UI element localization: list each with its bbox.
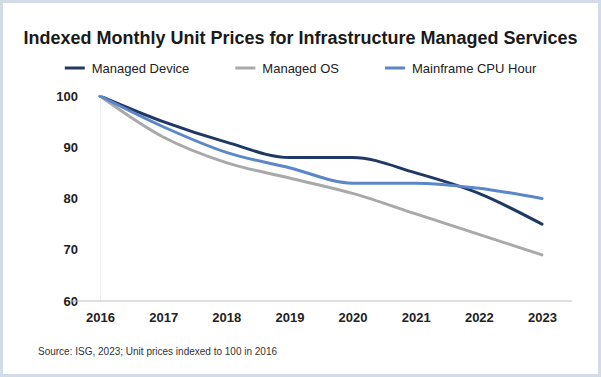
legend-item: Mainframe CPU Hour xyxy=(385,61,537,76)
x-tick-label: 2022 xyxy=(465,310,494,325)
x-tick-label: 2019 xyxy=(275,310,304,325)
x-tick-label: 2021 xyxy=(402,310,431,325)
x-tick: 2016 xyxy=(86,301,115,325)
x-tick: 2021 xyxy=(402,301,431,325)
y-tick: 90 xyxy=(64,140,100,155)
legend: Managed Device Managed OS Mainframe CPU Ho… xyxy=(65,61,537,76)
plot-area xyxy=(100,96,542,255)
x-tick-label: 2023 xyxy=(528,310,557,325)
series-line xyxy=(100,96,542,224)
y-tick-label: 80 xyxy=(64,191,78,206)
y-axis: 60708090100 xyxy=(56,89,100,309)
y-tick: 70 xyxy=(64,242,100,257)
y-tick-label: 90 xyxy=(64,140,78,155)
legend-label: Mainframe CPU Hour xyxy=(412,61,537,76)
legend-swatch xyxy=(65,67,85,70)
legend-item: Managed OS xyxy=(235,61,339,76)
y-axis-line xyxy=(100,97,101,302)
x-tick-label: 2017 xyxy=(149,310,178,325)
y-tick-label: 70 xyxy=(64,242,78,257)
title: Indexed Monthly Unit Prices for Infrastr… xyxy=(23,28,577,48)
x-tick-label: 2020 xyxy=(339,310,368,325)
legend-item: Managed Device xyxy=(65,61,190,76)
source-note: Source: ISG, 2023; Unit prices indexed t… xyxy=(38,346,277,357)
frame xyxy=(2,2,600,376)
legend-label: Managed OS xyxy=(262,61,339,76)
series-line xyxy=(100,96,542,199)
y-tick: 100 xyxy=(56,89,100,104)
y-tick-label: 100 xyxy=(56,89,78,104)
x-tick: 2019 xyxy=(275,301,304,325)
x-axis: 2016 2017 2018 2019 2020 2021 2022 2023 xyxy=(70,301,572,325)
x-tick: 2017 xyxy=(149,301,178,325)
x-tick: 2023 xyxy=(528,301,557,325)
chart: Indexed Monthly Unit Prices for Infrastr… xyxy=(0,0,601,377)
y-tick: 80 xyxy=(64,191,100,206)
x-tick-label: 2016 xyxy=(86,310,115,325)
x-tick-label: 2018 xyxy=(212,310,241,325)
x-tick: 2018 xyxy=(212,301,241,325)
x-axis-line xyxy=(70,301,572,302)
legend-label: Managed Device xyxy=(92,61,190,76)
series-line xyxy=(100,96,542,255)
legend-swatch xyxy=(235,67,255,70)
legend-swatch xyxy=(385,67,405,70)
x-tick: 2020 xyxy=(339,301,368,325)
x-tick: 2022 xyxy=(465,301,494,325)
